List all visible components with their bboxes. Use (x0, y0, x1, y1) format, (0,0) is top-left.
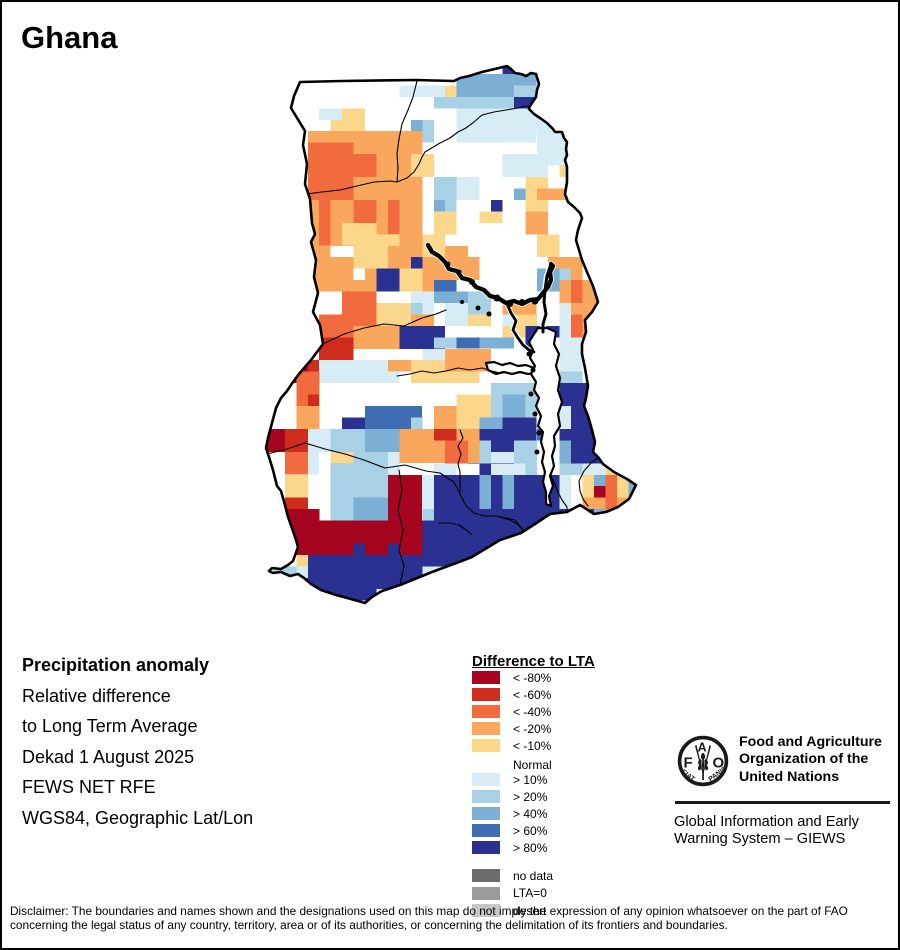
svg-text:O: O (713, 755, 725, 772)
svg-text:A: A (698, 741, 707, 755)
svg-text:F: F (684, 755, 693, 772)
